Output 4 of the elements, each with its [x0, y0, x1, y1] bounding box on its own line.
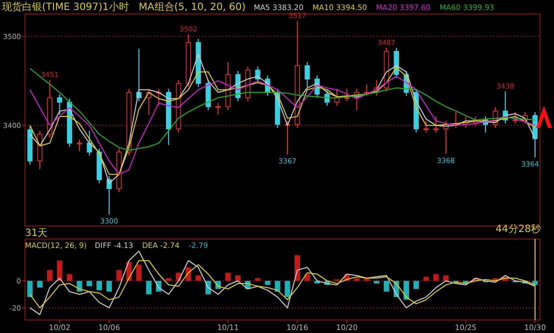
text: 31天	[25, 228, 48, 239]
ref-line-label: 44分28秒	[496, 223, 541, 235]
chart-title: 现货白银(TIME 3097)1小时	[2, 1, 129, 13]
legend-title: MA组合(5, 10, 20, 60)	[138, 1, 246, 13]
